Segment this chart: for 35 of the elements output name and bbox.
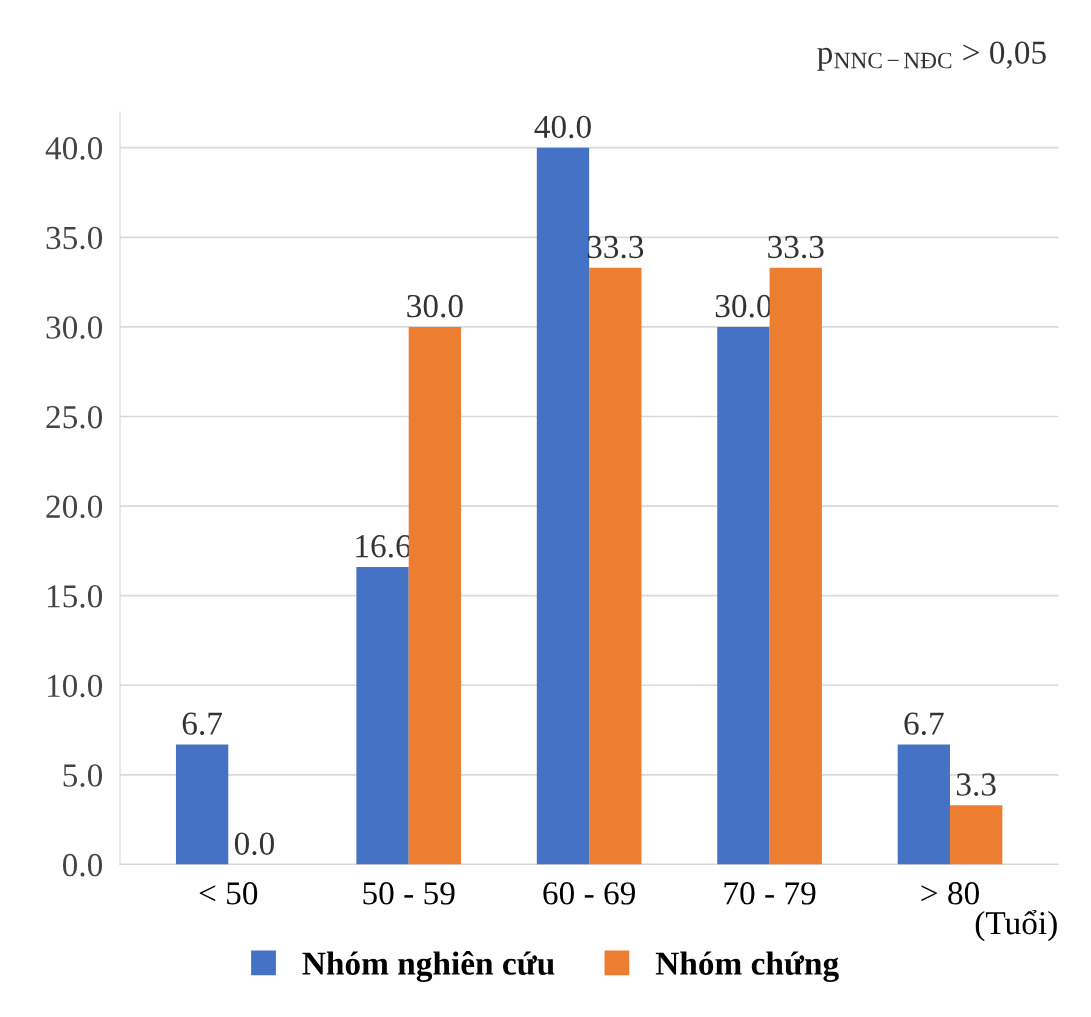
- bar: [950, 805, 1003, 865]
- bar: [717, 326, 770, 865]
- y-tick-label: 15.0: [47, 585, 103, 608]
- x-tick-label: 50 - 59: [363, 882, 455, 905]
- y-tick-label: 35.0: [46, 226, 103, 250]
- data-label: 33.3: [768, 235, 824, 259]
- bar: [589, 267, 642, 865]
- y-tick-label: 20.0: [46, 495, 103, 519]
- y-tick-label: 40.0: [45, 137, 103, 160]
- data-label: 30.0: [715, 294, 772, 318]
- x-tick-label: 60 - 69: [543, 882, 635, 905]
- bar: [769, 267, 822, 865]
- bar: [897, 744, 951, 865]
- y-tick-label: 0.0: [62, 853, 103, 877]
- data-label: 6.7: [904, 712, 944, 735]
- bar: [356, 567, 409, 865]
- bar: [175, 744, 229, 865]
- legend-label: Nhóm chứng: [655, 951, 839, 982]
- y-tick-label: 10.0: [47, 674, 103, 698]
- data-label: 40.0: [534, 115, 591, 139]
- x-tick-label: > 80: [921, 882, 979, 905]
- data-label: 0.0: [234, 832, 274, 856]
- y-tick-label: 30.0: [46, 316, 103, 339]
- data-label: 16.6: [356, 535, 411, 558]
- text: p$_{NNC−NĐC}$ > 0,05: [817, 41, 1046, 71]
- y-tick-label: 25.0: [46, 405, 103, 429]
- legend-label: Nhóm nghiên cứu: [302, 951, 555, 982]
- data-label: 3.3: [956, 773, 996, 796]
- x-axis-title: (Tuổi): [975, 909, 1057, 942]
- y-tick-label: 5.0: [63, 764, 103, 787]
- x-tick-label: 70 - 79: [724, 882, 816, 905]
- data-label: 6.7: [182, 712, 222, 735]
- x-tick-label: < 50: [199, 882, 258, 905]
- data-label: 30.0: [407, 294, 463, 318]
- bar: [408, 326, 462, 865]
